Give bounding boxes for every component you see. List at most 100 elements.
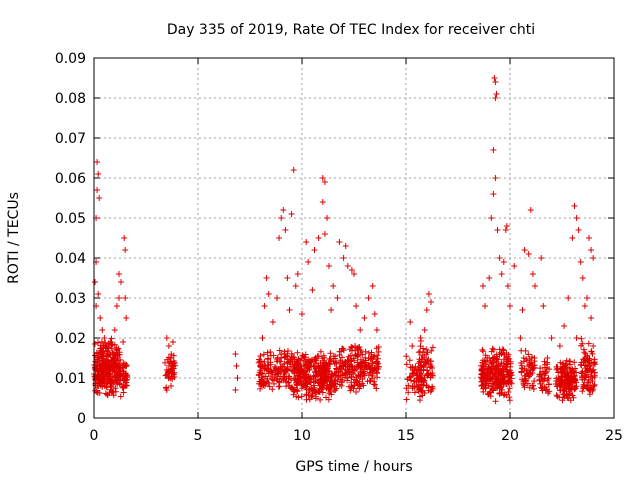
data-point (498, 271, 505, 277)
data-point (480, 371, 487, 378)
data-point (263, 275, 270, 281)
data-point (487, 376, 493, 383)
data-point (120, 389, 127, 396)
data-point (112, 372, 119, 379)
data-point (590, 366, 597, 373)
data-point (367, 365, 374, 372)
data-point (92, 279, 98, 285)
data-point (271, 380, 277, 387)
data-point (258, 364, 265, 371)
data-point (308, 386, 315, 393)
data-point (417, 381, 423, 388)
data-point (342, 374, 348, 381)
data-point (269, 376, 276, 383)
data-point (369, 283, 376, 289)
data-point (284, 275, 291, 281)
data-point (584, 295, 590, 301)
y-tick-label: 0.05 (55, 211, 86, 227)
data-point (91, 341, 98, 347)
data-point (346, 368, 353, 375)
data-point (323, 367, 330, 374)
data-point (578, 370, 585, 377)
data-point (233, 363, 240, 369)
data-point (339, 345, 345, 352)
data-point (280, 377, 287, 384)
data-point (101, 377, 108, 384)
data-point (361, 372, 368, 379)
data-point (93, 349, 100, 356)
data-point (277, 358, 284, 365)
data-point (543, 369, 549, 376)
data-point (356, 361, 363, 368)
data-point (500, 377, 507, 384)
data-point (413, 379, 420, 385)
data-point (342, 359, 349, 366)
data-point (339, 360, 346, 367)
data-point (116, 361, 123, 368)
data-point (338, 382, 345, 389)
data-point (116, 295, 122, 301)
data-point (327, 350, 334, 357)
data-point (369, 372, 376, 379)
data-point (571, 359, 578, 366)
data-point (299, 369, 306, 376)
data-point (519, 307, 526, 313)
data-point (306, 396, 313, 403)
data-point (569, 235, 576, 241)
data-point (490, 387, 497, 394)
data-point (117, 356, 124, 363)
data-point (591, 360, 597, 367)
data-point (373, 327, 380, 333)
data-point (482, 384, 489, 391)
data-point (165, 360, 172, 366)
data-point (496, 255, 503, 261)
data-point (582, 372, 589, 379)
data-point (503, 223, 510, 229)
y-tick-label: 0.03 (55, 291, 86, 307)
data-point (102, 339, 109, 346)
data-point (490, 346, 497, 353)
data-points (91, 75, 598, 405)
data-point (494, 384, 501, 391)
data-point (577, 259, 584, 265)
data-point (353, 303, 360, 309)
data-point (573, 215, 580, 221)
data-point (527, 207, 534, 213)
data-point (102, 390, 109, 397)
data-point (97, 315, 104, 321)
data-point (311, 387, 318, 394)
data-point (522, 347, 529, 354)
data-point (321, 179, 328, 185)
data-point (490, 147, 497, 153)
data-point (303, 392, 310, 399)
data-point (264, 355, 271, 362)
data-point (260, 351, 267, 358)
data-point (543, 364, 550, 371)
data-point (295, 365, 302, 372)
data-point (324, 382, 331, 389)
data-point (267, 367, 274, 373)
data-point (282, 368, 289, 374)
data-point (257, 385, 264, 392)
data-point (411, 367, 418, 373)
data-point (572, 365, 579, 372)
data-point (332, 380, 339, 387)
data-point (548, 335, 555, 341)
data-point (309, 287, 316, 293)
y-tick-label: 0 (77, 411, 86, 427)
data-point (529, 370, 536, 376)
data-point (411, 389, 418, 396)
data-point (541, 358, 548, 365)
data-point (320, 357, 327, 364)
data-point (590, 343, 597, 349)
chart-title: Day 335 of 2019, Rate Of TEC Index for r… (167, 22, 535, 38)
data-point (340, 255, 347, 261)
data-point (587, 387, 594, 393)
data-point (264, 375, 271, 382)
data-point (488, 215, 495, 221)
data-point (518, 360, 524, 366)
data-point (315, 353, 322, 360)
data-point (538, 371, 545, 378)
data-point (265, 380, 272, 386)
data-point (272, 371, 279, 378)
